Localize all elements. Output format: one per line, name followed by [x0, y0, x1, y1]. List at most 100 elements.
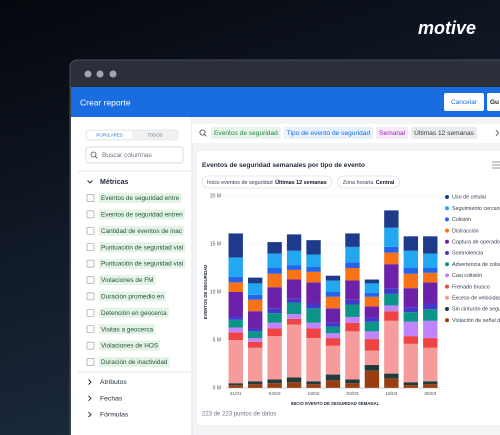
legend-label[interactable]: Captura de operador [452, 240, 500, 246]
bar-segment [403, 236, 419, 251]
bar-segment [247, 381, 263, 385]
bar-segment [384, 378, 399, 388]
legend-label[interactable]: Seguimiento cercano [452, 206, 500, 212]
legend-label[interactable]: Colisión [452, 217, 471, 223]
chart-chip[interactable] [201, 175, 332, 189]
search-placeholder: Buscar columnas [102, 152, 153, 159]
legend-label[interactable]: Advertencia de colisión [452, 262, 500, 268]
checkbox[interactable] [86, 358, 95, 366]
checkbox[interactable] [86, 308, 95, 317]
bar-segment [325, 326, 341, 334]
bar-segment [267, 322, 282, 329]
checkbox[interactable] [86, 194, 95, 202]
legend-label[interactable]: Frenado brusco [452, 284, 490, 290]
bar-segment [286, 279, 302, 299]
metric-label[interactable]: Detención en geocerca [101, 310, 167, 317]
filter-label: Eventos de seguridad [214, 130, 278, 137]
checkbox[interactable] [86, 292, 95, 301]
legend-label[interactable]: Uso de celular [452, 195, 487, 201]
metric-label[interactable]: Puntuación de seguridad vial [101, 261, 183, 268]
bar-segment [267, 268, 282, 274]
filter-more[interactable] [495, 129, 500, 137]
checkbox[interactable] [86, 226, 95, 235]
bar-segment [423, 347, 438, 382]
bar-segment [306, 381, 321, 385]
section-title[interactable]: Fechas [100, 395, 123, 402]
filter-label: Semanal [379, 130, 406, 137]
bar-segment [267, 313, 282, 323]
bar-segment [247, 299, 263, 312]
bar-segment [364, 279, 380, 284]
section-title[interactable]: Atributos [100, 379, 127, 386]
metric-label[interactable]: Violaciones de FM [101, 277, 153, 284]
bar-segment [403, 382, 419, 386]
bar-segment [228, 340, 243, 384]
checkbox[interactable] [86, 243, 95, 252]
y-tick-label: 20 M [210, 193, 221, 199]
checkbox[interactable] [86, 276, 95, 284]
metric-label[interactable]: Duración promedio en [101, 293, 164, 300]
bar-segment [364, 292, 380, 297]
section-title[interactable]: Métricas [100, 179, 129, 186]
bar-segment [228, 332, 243, 340]
bar-segment [345, 262, 360, 268]
bar-segment [286, 382, 302, 388]
bar-segment [364, 331, 380, 340]
search-box[interactable] [85, 146, 184, 164]
legend-label[interactable]: Distracción [452, 228, 479, 234]
section-title[interactable]: Fórmulas [100, 412, 129, 419]
legend-label[interactable]: Casi colisión [452, 273, 482, 279]
metric-highlight [99, 193, 182, 203]
filter-chip[interactable] [283, 127, 374, 139]
filter-label: Últimas 12 semanas [414, 128, 474, 137]
bar-segment [325, 296, 341, 309]
bar-segment [228, 385, 243, 388]
bar-segment [384, 252, 399, 265]
legend-swatch [445, 239, 449, 244]
legend-label[interactable]: Exceso de velocidad [452, 296, 500, 302]
bar-segment [423, 381, 438, 385]
filter-chip[interactable] [411, 127, 477, 139]
bar-segment [423, 236, 438, 254]
x-tick-label: 21/01 [230, 391, 242, 397]
legend-label[interactable]: Somnolencia [452, 251, 483, 257]
metric-label[interactable]: Cantidad de eventos de inac [101, 228, 183, 235]
legend-swatch [445, 273, 449, 278]
metric-label[interactable]: Violaciones de HOS [101, 343, 158, 350]
checkbox[interactable] [86, 341, 95, 350]
bar-segment [306, 338, 321, 382]
metric-label[interactable]: Eventos de seguridad entren [101, 211, 183, 218]
checkbox[interactable] [86, 325, 95, 334]
metric-highlight [99, 225, 185, 236]
bar-segment [345, 316, 360, 323]
y-tick-label: 15 M [210, 241, 221, 247]
bar-segment [403, 273, 419, 289]
bar-segment [247, 283, 263, 295]
filter-chip[interactable] [376, 127, 409, 139]
metric-highlight [99, 291, 166, 302]
metric-label[interactable]: Visitas a geocerca [101, 326, 154, 333]
cancel-button[interactable] [444, 93, 484, 111]
bar-segment [345, 379, 360, 384]
bar-segment [286, 234, 302, 251]
legend-label[interactable]: Sin cinturón de seguridad [452, 307, 500, 313]
menu-icon[interactable] [492, 161, 500, 169]
metric-label[interactable]: Puntuación de seguridad vial [101, 244, 183, 251]
checkbox[interactable] [86, 259, 95, 268]
x-axis-title: INICIO EVENTO DE SEGURIDAD SEMANAL [291, 401, 380, 406]
bar-segment [267, 287, 282, 309]
metric-label[interactable]: Duración de inactividad [101, 359, 168, 366]
filter-chip[interactable] [211, 127, 281, 139]
logo: motive [418, 18, 476, 38]
legend-label[interactable]: Violación de señal de alto [452, 318, 500, 324]
tab-selected[interactable] [87, 131, 132, 139]
save-button[interactable] [487, 93, 500, 111]
bar-segment [403, 250, 419, 268]
chip-value: Central [376, 180, 395, 186]
metric-label[interactable]: Eventos de seguridad entre [101, 195, 180, 202]
chart-chip[interactable] [337, 175, 400, 189]
checkbox[interactable] [86, 210, 95, 219]
tab-label[interactable]: TODOS [147, 132, 162, 137]
legend-swatch [445, 307, 449, 311]
